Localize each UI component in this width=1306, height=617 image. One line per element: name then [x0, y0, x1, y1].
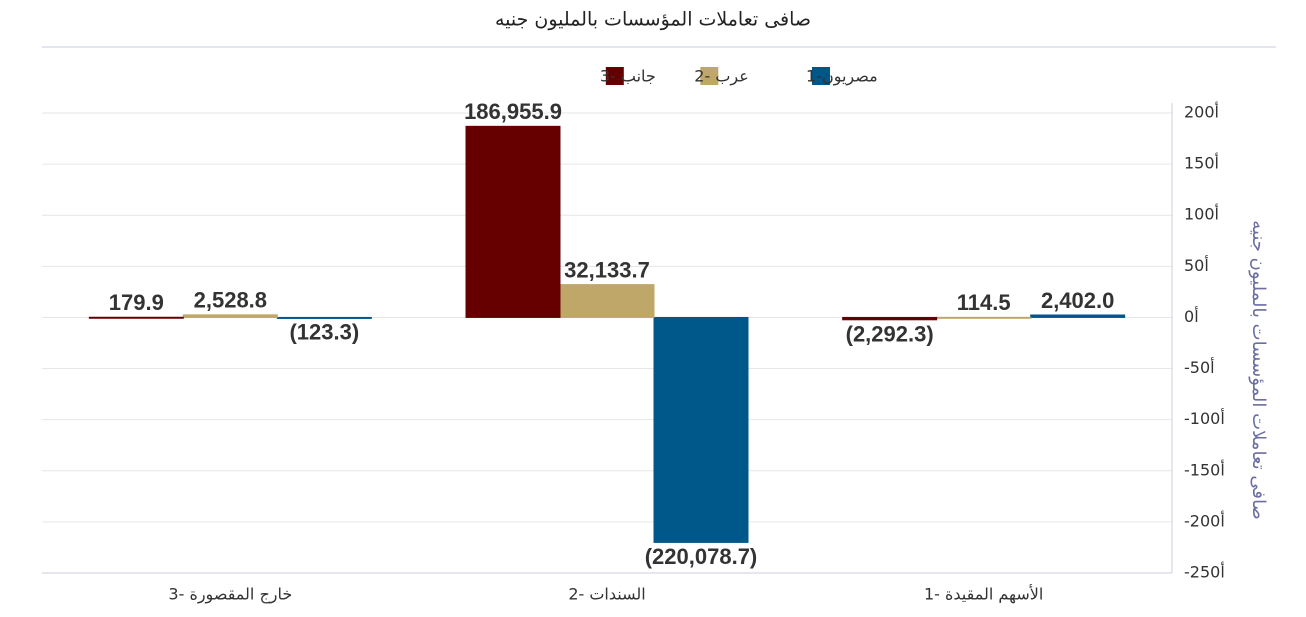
bar [936, 316, 1032, 319]
legend-swatch [812, 67, 830, 85]
legend-label: مصريون-1 [806, 67, 878, 87]
legend-swatch [700, 67, 719, 85]
data-label: 114.5 [957, 290, 1011, 315]
legend-label: عرب -2 [694, 67, 748, 87]
x-tick-label: الأسهم المقيدة -1 [924, 584, 1043, 605]
y-tick-label: -200أ [1184, 510, 1225, 530]
bar [465, 125, 561, 318]
y-tick-label: 50أ [1184, 255, 1209, 275]
x-tick-label: السندات -2 [568, 585, 645, 604]
y-tick-label: 0أ [1184, 306, 1199, 326]
y-tick-label: -50أ [1184, 357, 1215, 377]
y-tick-label: 200أ [1184, 102, 1219, 122]
bar [182, 314, 278, 318]
y-tick-label: 150أ [1184, 153, 1219, 173]
legend-label: جانب -3 [600, 67, 656, 86]
data-label: 2,528.8 [194, 288, 267, 313]
data-label: (220,078.7) [645, 544, 758, 569]
chart-title: صافى تعاملات المؤسسات بالمليون جنيه [495, 9, 811, 31]
x-tick-label: خارج المقصورة -3 [168, 585, 292, 605]
bar [653, 316, 749, 543]
data-label: 2,402.0 [1041, 288, 1114, 313]
bar [842, 316, 938, 321]
data-label: (2,292.3) [846, 322, 934, 347]
y-tick-label: -100أ [1184, 408, 1225, 428]
bar [88, 316, 184, 319]
data-label: (123.3) [289, 319, 359, 344]
bar [1030, 314, 1126, 318]
y-tick-label: 100أ [1184, 204, 1219, 224]
y-tick-label: -150أ [1184, 459, 1225, 479]
data-label: 32,133.7 [564, 257, 650, 282]
y-axis-label: صافى تعاملات المؤسسات بالمليون جنيه [1248, 220, 1269, 519]
data-label: 179.9 [109, 290, 164, 315]
y-tick-label: -250أ [1184, 562, 1225, 582]
bar [559, 284, 655, 318]
bar [276, 316, 372, 319]
legend-swatch [605, 67, 624, 85]
data-label: 186,955.9 [464, 99, 562, 124]
